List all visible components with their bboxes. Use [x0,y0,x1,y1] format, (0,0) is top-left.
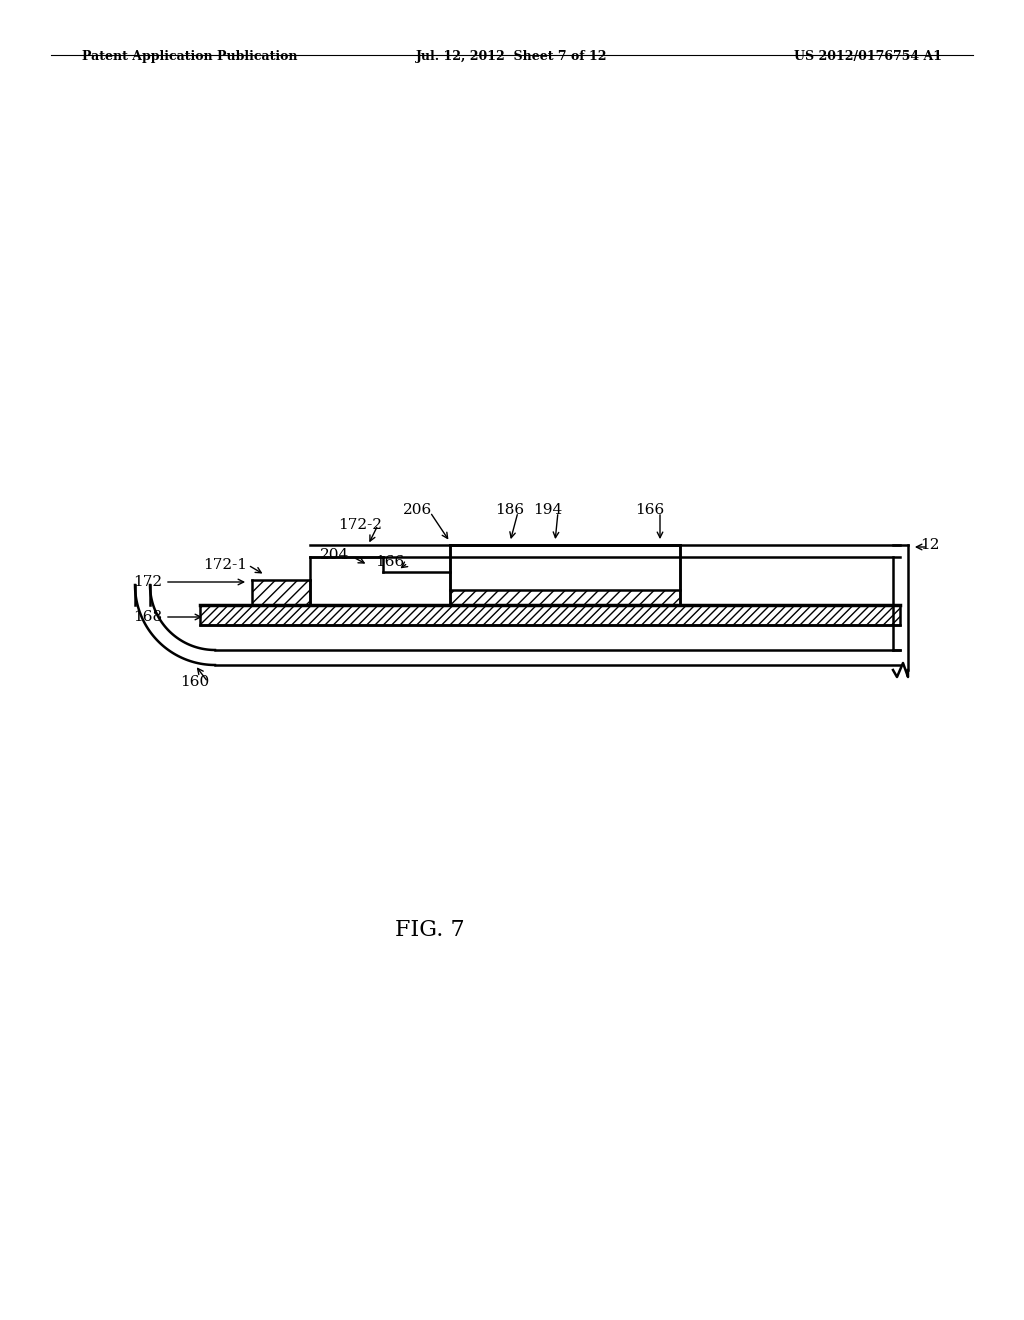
Text: 166: 166 [376,554,404,569]
Text: 172-2: 172-2 [338,517,382,532]
Bar [200,605,900,624]
Text: Jul. 12, 2012  Sheet 7 of 12: Jul. 12, 2012 Sheet 7 of 12 [416,50,608,63]
Bar [450,590,680,605]
Text: 160: 160 [180,675,210,689]
Text: Patent Application Publication: Patent Application Publication [82,50,297,63]
Text: 168: 168 [133,610,163,624]
Text: 204: 204 [321,548,349,562]
Text: 166: 166 [635,503,665,517]
Text: US 2012/0176754 A1: US 2012/0176754 A1 [794,50,942,63]
Text: 206: 206 [403,503,432,517]
Text: 186: 186 [496,503,524,517]
Text: FIG. 7: FIG. 7 [395,919,465,941]
Bar [252,579,310,605]
Text: 194: 194 [534,503,562,517]
Text: 172: 172 [133,576,163,589]
Text: 172-1: 172-1 [203,558,247,572]
Text: 12: 12 [921,539,940,552]
